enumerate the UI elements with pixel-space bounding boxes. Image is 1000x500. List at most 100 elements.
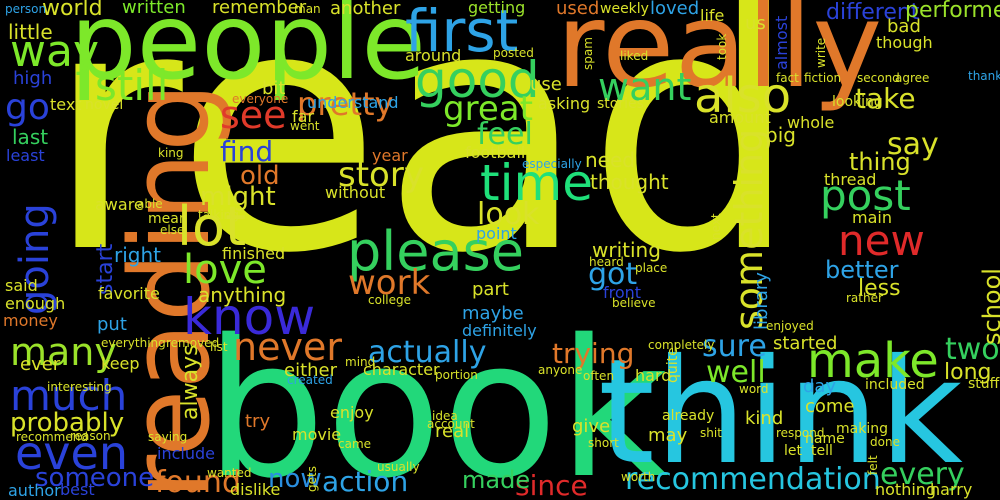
word-really: really bbox=[556, 0, 883, 114]
word-post: post bbox=[820, 171, 911, 220]
word-every: every bbox=[880, 457, 965, 492]
word-use: use bbox=[530, 74, 562, 95]
word-much: much bbox=[10, 371, 128, 420]
word-still: still bbox=[95, 61, 169, 110]
word-stories: stories bbox=[597, 96, 644, 112]
word-thank: thank bbox=[968, 69, 1000, 83]
word-kind: kind bbox=[745, 408, 784, 429]
word-please: please bbox=[347, 220, 524, 283]
word-found: found bbox=[155, 465, 241, 500]
word-little: little bbox=[8, 20, 53, 44]
word-way: way bbox=[10, 26, 99, 77]
word-everyone: everyone bbox=[232, 92, 289, 106]
word-worth: worth bbox=[621, 470, 656, 484]
word-weekly: weekly bbox=[600, 1, 649, 17]
word-got: got bbox=[588, 257, 638, 292]
word-list: list bbox=[210, 340, 228, 354]
word-say: say bbox=[887, 127, 939, 162]
word-heard: heard bbox=[589, 255, 624, 269]
word-went: went bbox=[290, 119, 320, 133]
word-portion: portion bbox=[435, 368, 478, 382]
word-whole: whole bbox=[787, 113, 835, 132]
word-football: football bbox=[465, 143, 526, 162]
word-best: best bbox=[60, 480, 95, 499]
word-recommendation: recommendation bbox=[625, 462, 881, 497]
word-said: said bbox=[5, 276, 38, 295]
word-know: know bbox=[183, 288, 316, 346]
word-want: want bbox=[598, 65, 692, 109]
word-short: short bbox=[588, 436, 619, 450]
word-actually: actually bbox=[368, 335, 487, 370]
word-sure: sure bbox=[702, 329, 767, 364]
word-enough: enough bbox=[5, 294, 66, 313]
word-aware: aware bbox=[95, 195, 144, 214]
word-fiction: fiction bbox=[804, 71, 842, 85]
word-someone: someone bbox=[35, 463, 155, 493]
word-long: long bbox=[944, 360, 992, 385]
word-either: either bbox=[284, 360, 338, 381]
word-completely: completely bbox=[648, 338, 715, 352]
word-probably: probably bbox=[10, 408, 125, 438]
word-talking: talking bbox=[198, 208, 239, 222]
word-next: next bbox=[709, 213, 723, 240]
word-amount: amount bbox=[709, 108, 771, 127]
word-reason: reason bbox=[70, 429, 111, 443]
word-include: include bbox=[157, 444, 215, 463]
word-well: well bbox=[706, 355, 766, 390]
word-felt: felt bbox=[866, 455, 880, 475]
word-text: text bbox=[50, 95, 82, 114]
word-better: better bbox=[825, 256, 899, 284]
word-idea: idea bbox=[432, 409, 458, 423]
word-year: year bbox=[372, 146, 408, 165]
word-else: else bbox=[160, 223, 185, 237]
word-good: good bbox=[415, 51, 540, 109]
word-need: need bbox=[585, 148, 635, 172]
word-love: love bbox=[183, 247, 267, 293]
word-respond: respond bbox=[776, 426, 825, 440]
word-thread: thread bbox=[824, 170, 877, 189]
word-already: already bbox=[662, 408, 715, 424]
word-novel: novel bbox=[85, 97, 124, 113]
word-might: might bbox=[200, 182, 276, 212]
word-school: school bbox=[978, 268, 1000, 345]
word-real: real bbox=[435, 421, 470, 442]
word-let: let bbox=[784, 443, 802, 459]
word-give: give bbox=[572, 416, 611, 437]
word-people: people bbox=[70, 0, 426, 103]
word-many: many bbox=[10, 330, 117, 374]
word-come: come bbox=[805, 396, 855, 417]
word-high: high bbox=[13, 68, 53, 89]
word-understand: understand bbox=[307, 93, 399, 112]
word-feel: feel bbox=[477, 117, 533, 152]
word-quite: quite bbox=[665, 347, 681, 383]
word-take: take bbox=[855, 82, 916, 115]
word-go: go bbox=[5, 87, 50, 128]
word-second: second bbox=[857, 71, 900, 85]
word-big: big bbox=[765, 123, 796, 147]
word-life: life bbox=[700, 6, 725, 25]
word-find: find bbox=[220, 135, 274, 168]
word-favorite: favorite bbox=[98, 284, 160, 303]
word-included: included bbox=[865, 377, 925, 393]
word-anything: anything bbox=[198, 283, 287, 307]
word-pretty: pretty bbox=[297, 85, 394, 123]
word-never: never bbox=[233, 325, 342, 369]
word-put: put bbox=[97, 314, 127, 335]
word-without: without bbox=[325, 183, 386, 202]
word-action: action bbox=[322, 465, 409, 498]
word-main: main bbox=[852, 208, 892, 227]
word-used: used bbox=[556, 0, 600, 19]
word-keep: keep bbox=[101, 354, 140, 373]
word-dislike: dislike bbox=[230, 480, 281, 499]
word-almost: almost bbox=[772, 15, 791, 70]
word-time: time bbox=[480, 154, 593, 212]
word-money: money bbox=[3, 311, 58, 330]
word-gets: gets bbox=[305, 466, 319, 492]
word-even: even bbox=[15, 426, 128, 480]
word-author: author bbox=[8, 481, 61, 500]
word-ever: ever bbox=[20, 354, 61, 375]
word-able: able bbox=[137, 197, 163, 211]
word-harry: harry bbox=[930, 480, 973, 499]
word-last: last bbox=[12, 125, 49, 149]
word-thought: thought bbox=[590, 170, 669, 194]
